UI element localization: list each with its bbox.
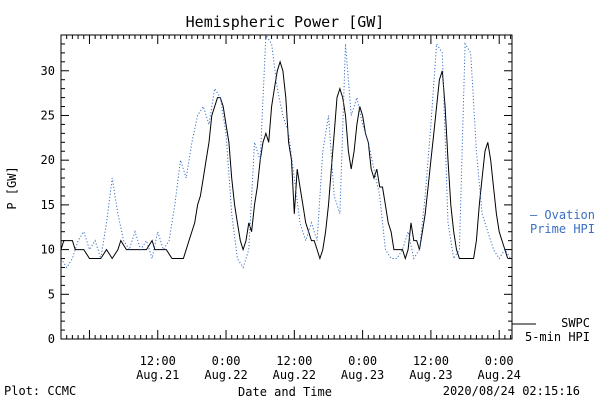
x-tick-date-label: Aug.22 bbox=[204, 368, 247, 382]
x-tick-time-label: 12:00 bbox=[413, 354, 449, 368]
x-tick-date-label: Aug.23 bbox=[341, 368, 384, 382]
x-tick-time-label: 0:00 bbox=[348, 354, 377, 368]
x-tick-time-label: 12:00 bbox=[276, 354, 312, 368]
legend-ovation-line1: — Ovation bbox=[530, 208, 595, 222]
series-line-swpc-5-min-hpi bbox=[60, 60, 509, 261]
x-tick-time-label: 0:00 bbox=[485, 354, 514, 368]
legend-swpc-line2: 5-min HPI bbox=[525, 330, 590, 344]
x-axis-label: Date and Time bbox=[238, 385, 332, 399]
y-tick-label: 10 bbox=[41, 243, 55, 257]
y-tick-label: 15 bbox=[41, 198, 55, 212]
x-tick-date-label: Aug.23 bbox=[409, 368, 452, 382]
plot-frame bbox=[60, 34, 513, 340]
y-tick-label: 25 bbox=[41, 108, 55, 122]
y-tick-label: 20 bbox=[41, 153, 55, 167]
y-tick-label: 0 bbox=[48, 332, 55, 346]
x-tick-time-label: 12:00 bbox=[140, 354, 176, 368]
data-series bbox=[60, 33, 512, 269]
tick-labels: 05101520253012:00Aug.210:00Aug.2212:00Au… bbox=[41, 64, 521, 382]
x-tick-date-label: Aug.22 bbox=[273, 368, 316, 382]
legend-ovation-line2: Prime HPI bbox=[530, 222, 595, 236]
chart-title: Hemispheric Power [GW] bbox=[186, 13, 385, 31]
plot-credit: Plot: CCMC bbox=[4, 384, 77, 398]
x-tick-date-label: Aug.24 bbox=[478, 368, 521, 382]
legend-swpc-line1: SWPC bbox=[561, 316, 590, 330]
series-line-ovation-prime-hpi bbox=[60, 33, 512, 269]
x-tick-time-label: 0:00 bbox=[212, 354, 241, 368]
plot-timestamp: 2020/08/24 02:15:16 bbox=[442, 384, 580, 398]
y-tick-label: 5 bbox=[48, 287, 55, 301]
axis-ticks bbox=[61, 34, 512, 340]
y-axis-label: P [GW] bbox=[5, 166, 19, 209]
x-tick-date-label: Aug.21 bbox=[136, 368, 179, 382]
y-tick-label: 30 bbox=[41, 64, 55, 78]
